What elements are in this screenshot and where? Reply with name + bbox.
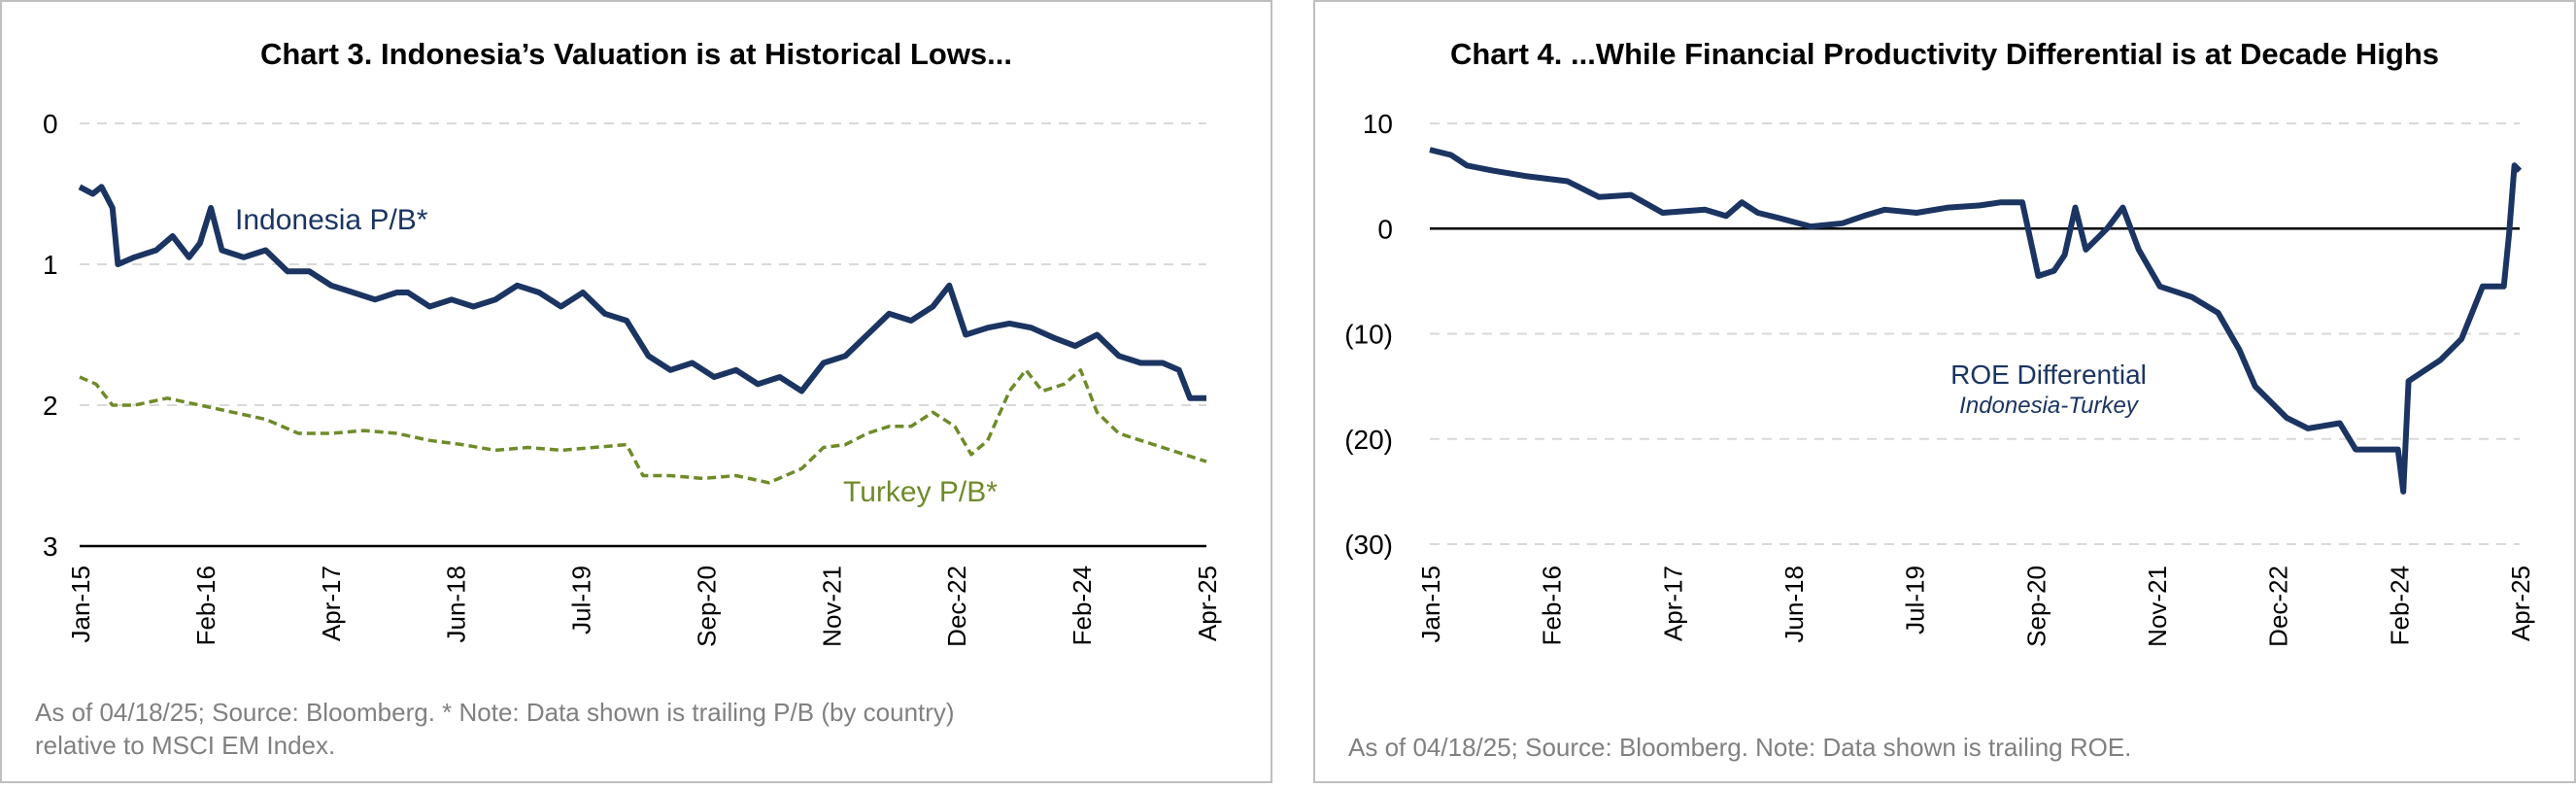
series-label-indonesia: Indonesia P/B* (235, 204, 428, 236)
series-lines (78, 184, 1207, 485)
y-tick-label: 10 (1363, 109, 1393, 139)
y-tick-label: (10) (1344, 320, 1393, 350)
y-tick-label: 0 (1377, 214, 1393, 244)
x-tick-label: Nov-21 (2143, 566, 2172, 647)
y-tick-label: 0 (43, 109, 58, 139)
gridlines (1430, 122, 2520, 545)
x-axis-labels: Jan-15 Feb-16 Apr-17 Jun-18 Jul-19 Sep-20 Nov-… (66, 566, 1222, 647)
x-tick-label: Nov-21 (817, 566, 846, 647)
source-note-line2: relative to MSCI EM Index. (35, 731, 335, 760)
source-note: As of 04/18/25; Source: Bloomberg. Note:… (1348, 733, 2131, 762)
series-label-roe: ROE Differential (1950, 360, 2147, 390)
y-tick-label: (20) (1344, 425, 1393, 455)
y-tick-label: 1 (43, 250, 58, 280)
x-tick-label: Apr-17 (1658, 566, 1687, 641)
pb-chart-svg: Chart 3. Indonesia’s Valuation is at His… (35, 37, 1222, 760)
x-tick-label: Sep-20 (692, 566, 721, 647)
chart-title: Chart 4. ...While Financial Productivity… (1450, 37, 2439, 71)
y-tick-label: 2 (43, 391, 58, 421)
source-note-line1: As of 04/18/25; Source: Bloomberg. * Not… (35, 698, 955, 727)
chart-title: Chart 3. Indonesia’s Valuation is at His… (260, 37, 1012, 71)
roe-chart-svg: Chart 4. ...While Financial Productivity… (1344, 37, 2535, 762)
y-tick-label: 3 (43, 532, 58, 562)
x-tick-label: Apr-25 (2506, 566, 2535, 641)
series-sublabel-roe: Indonesia-Turkey (1959, 393, 2140, 419)
x-axis-labels: Jan-15 Feb-16 Apr-17 Jun-18 Jul-19 Sep-20 Nov-… (1416, 566, 2535, 647)
series-line-roe-differential (1429, 147, 2523, 495)
x-tick-label: Dec-22 (942, 566, 971, 647)
x-tick-label: Jun-18 (1779, 566, 1809, 643)
y-axis-labels: 3 2 1 0 (43, 109, 58, 562)
y-axis-labels: 10 0 (10) (20) (30) (1344, 109, 1393, 560)
chart-panel-roe: Chart 4. ...While Financial Productivity… (1313, 0, 2576, 783)
x-tick-label: Jul-19 (567, 566, 596, 635)
x-tick-label: Jul-19 (1901, 566, 1930, 635)
x-tick-label: Feb-16 (191, 566, 220, 645)
gridlines (80, 122, 1206, 548)
x-tick-label: Sep-20 (2021, 566, 2051, 647)
chart-panel-pb: Chart 3. Indonesia’s Valuation is at His… (0, 0, 1272, 783)
series-line-turkey-p-b (79, 368, 1207, 485)
series-label-turkey: Turkey P/B* (843, 476, 998, 508)
x-tick-label: Jan-15 (1416, 566, 1445, 643)
x-tick-label: Feb-16 (1538, 566, 1567, 645)
x-tick-label: Jan-15 (66, 566, 95, 643)
x-tick-label: Apr-25 (1193, 566, 1222, 641)
x-tick-label: Dec-22 (2264, 566, 2293, 647)
x-tick-label: Feb-24 (2385, 566, 2414, 645)
x-tick-label: Feb-24 (1068, 566, 1097, 645)
series-lines (1429, 147, 2523, 495)
x-tick-label: Apr-17 (317, 566, 346, 641)
series-line-indonesia-p-b (78, 184, 1206, 401)
x-tick-label: Jun-18 (442, 566, 471, 643)
y-tick-label: (30) (1344, 530, 1393, 560)
